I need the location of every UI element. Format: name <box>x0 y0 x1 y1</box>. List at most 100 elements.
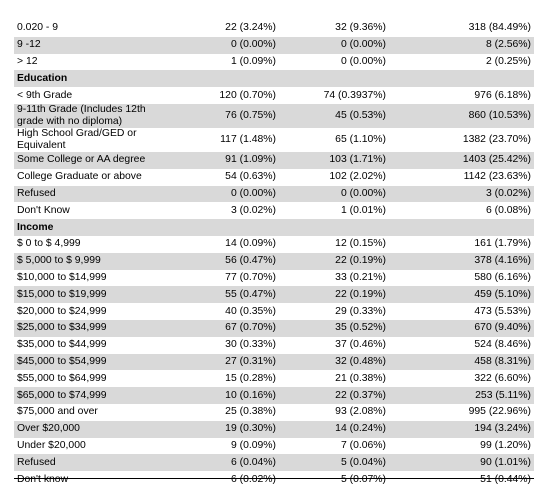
value-col-2: 32 (0.48%) <box>279 353 389 371</box>
value-col-3: 253 (5.11%) <box>389 387 534 404</box>
table-row: $45,000 to $54,999 27 (0.31%) 32 (0.48%) 45… <box>14 353 534 371</box>
section-header-row: Education <box>14 70 534 88</box>
table-row: Don't Know 3 (0.02%) 1 (0.01%) 6 (0.08%) <box>14 202 534 219</box>
value-col-3: 976 (6.18%) <box>474 89 531 101</box>
value-col-3: 459 (5.10%) <box>389 286 534 304</box>
table-row: Refused 0 (0.00%) 0 (0.00%) 3 (0.02%) <box>14 185 534 203</box>
table-row: $15,000 to $19,999 55 (0.47%) 22 (0.19%) 45… <box>14 286 534 304</box>
value-col-1: 120 (0.70%) <box>219 89 276 101</box>
value-col-2: 93 (2.08%) <box>335 406 386 418</box>
value-col-1: 0 (0.00%) <box>174 185 279 203</box>
value-col-2: 22 (0.19%) <box>279 252 389 270</box>
value-col-2: 0 (0.00%) <box>279 185 389 203</box>
value-col-2 <box>279 70 389 88</box>
value-col-3: 524 (8.46%) <box>474 339 531 351</box>
row-label: < 9th Grade <box>17 89 73 101</box>
value-col-1: 0 (0.00%) <box>174 36 279 54</box>
row-label: > 12 <box>17 55 38 67</box>
value-col-1: 14 (0.09%) <box>225 238 276 250</box>
value-col-3: 322 (6.60%) <box>474 372 531 384</box>
value-col-1: 27 (0.31%) <box>174 353 279 371</box>
table-row: 9-11th Grade (Includes 12th grade with n… <box>14 103 534 128</box>
value-col-3: 51 (0.44%) <box>480 473 531 485</box>
section-title: Education <box>14 70 174 88</box>
row-label: High School Grad/GED or Equivalent <box>17 127 137 151</box>
value-col-3: 1142 (23.63%) <box>463 171 531 183</box>
value-col-2: 33 (0.21%) <box>335 271 386 283</box>
value-col-1: 91 (1.09%) <box>174 151 279 169</box>
value-col-3: 1382 (23.70%) <box>462 133 531 145</box>
value-col-3: 580 (6.16%) <box>474 271 531 283</box>
value-col-1: 22 (3.24%) <box>225 22 276 34</box>
row-label: College Graduate or above <box>17 171 142 183</box>
value-col-1: 9 (0.09%) <box>230 439 276 451</box>
value-col-3: 3 (0.02%) <box>389 185 534 203</box>
row-label: $25,000 to $34,999 <box>14 319 174 337</box>
demographics-table: 0.020 - 9 22 (3.24%) 32 (9.36%) 318 (84.49%… <box>14 20 534 488</box>
value-col-2: 37 (0.46%) <box>335 339 386 351</box>
value-col-1: 76 (0.75%) <box>174 103 279 128</box>
value-col-2: 12 (0.15%) <box>335 238 386 250</box>
value-col-2: 1 (0.01%) <box>340 204 386 216</box>
table-row: $ 5,000 to $ 9,999 56 (0.47%) 22 (0.19%) 37… <box>14 252 534 270</box>
table-row: $10,000 to $14,999 77 (0.70%) 33 (0.21%) 58… <box>14 270 534 287</box>
row-label: $ 0 to $ 4,999 <box>17 238 81 250</box>
row-label: $ 5,000 to $ 9,999 <box>14 252 174 270</box>
table-row: 0.020 - 9 22 (3.24%) 32 (9.36%) 318 (84.49%… <box>14 20 534 37</box>
value-col-3: 6 (0.08%) <box>485 204 531 216</box>
table-row: Under $20,000 9 (0.09%) 7 (0.06%) 99 (1.20%… <box>14 438 534 455</box>
value-col-2: 21 (0.38%) <box>335 372 386 384</box>
table-row: $ 0 to $ 4,999 14 (0.09%) 12 (0.15%) 161 (1… <box>14 236 534 253</box>
value-col-1: 56 (0.47%) <box>174 252 279 270</box>
section-header-row: Income <box>14 219 534 236</box>
value-col-1: 30 (0.33%) <box>225 339 276 351</box>
bottom-rule <box>14 478 534 479</box>
table-row: $75,000 and over 25 (0.38%) 93 (2.08%) 995 … <box>14 404 534 421</box>
table-row: 9 -12 0 (0.00%) 0 (0.00%) 8 (2.56%) <box>14 36 534 54</box>
value-col-1: 6 (0.02%) <box>230 473 276 485</box>
value-col-1 <box>174 70 279 88</box>
value-col-2: 32 (9.36%) <box>335 22 386 34</box>
value-col-1: 77 (0.70%) <box>225 271 276 283</box>
value-col-2: 0 (0.00%) <box>340 55 386 67</box>
table-row: $55,000 to $64,999 15 (0.28%) 21 (0.38%) 32… <box>14 370 534 387</box>
value-col-2: 22 (0.37%) <box>279 387 389 404</box>
table-row: Refused 6 (0.04%) 5 (0.04%) 90 (1.01%) <box>14 454 534 472</box>
table-row: $20,000 to $24,999 40 (0.35%) 29 (0.33%) 47… <box>14 303 534 320</box>
value-col-3: 8 (2.56%) <box>389 36 534 54</box>
value-col-2: 74 (0.3937%) <box>323 89 386 101</box>
value-col-2: 5 (0.04%) <box>279 454 389 472</box>
value-col-3 <box>389 70 534 88</box>
value-col-1: 67 (0.70%) <box>174 319 279 337</box>
row-label: $65,000 to $74,999 <box>14 387 174 404</box>
value-col-1: 55 (0.47%) <box>174 286 279 304</box>
table-row: > 12 1 (0.09%) 0 (0.00%) 2 (0.25%) <box>14 54 534 71</box>
value-col-1: 25 (0.38%) <box>225 406 276 418</box>
row-label: $75,000 and over <box>17 406 98 418</box>
section-title: Income <box>14 219 174 236</box>
value-col-1: 10 (0.16%) <box>174 387 279 404</box>
row-label: Don't know <box>17 473 69 485</box>
table-row: $65,000 to $74,999 10 (0.16%) 22 (0.37%) 25… <box>14 387 534 404</box>
value-col-1: 3 (0.02%) <box>230 204 276 216</box>
value-col-2: 14 (0.24%) <box>279 420 389 438</box>
value-col-2: 65 (1.10%) <box>335 133 386 145</box>
value-col-1: 15 (0.28%) <box>225 372 276 384</box>
value-col-1: 19 (0.30%) <box>174 420 279 438</box>
row-label: $55,000 to $64,999 <box>17 372 107 384</box>
row-label: $10,000 to $14,999 <box>17 271 107 283</box>
table-row: College Graduate or above 54 (0.63%) 102 (… <box>14 169 534 186</box>
value-col-1: 1 (0.09%) <box>230 55 276 67</box>
row-label: Under $20,000 <box>17 439 86 451</box>
row-label: $20,000 to $24,999 <box>17 305 107 317</box>
value-col-1 <box>174 219 279 236</box>
value-col-2: 5 (0.07%) <box>340 473 386 485</box>
value-col-2: 45 (0.53%) <box>279 103 389 128</box>
row-label: Don't Know <box>17 204 70 216</box>
table-row: Over $20,000 19 (0.30%) 14 (0.24%) 194 (3.2… <box>14 420 534 438</box>
value-col-3: 378 (4.16%) <box>389 252 534 270</box>
value-col-2: 29 (0.33%) <box>335 305 386 317</box>
value-col-3: 670 (9.40%) <box>389 319 534 337</box>
value-col-3: 473 (5.53%) <box>474 305 531 317</box>
value-col-3: 1403 (25.42%) <box>389 151 534 169</box>
